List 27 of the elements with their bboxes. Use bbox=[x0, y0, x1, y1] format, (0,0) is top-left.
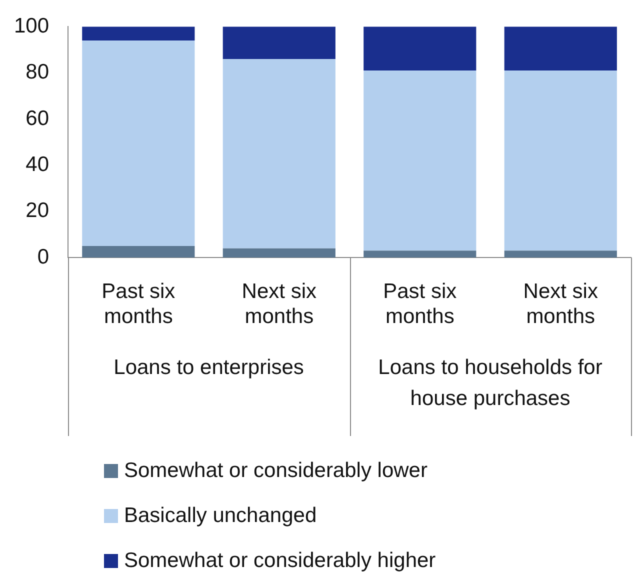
y-tick-label: 100 bbox=[14, 14, 50, 38]
legend-label: Basically unchanged bbox=[124, 504, 317, 528]
bar bbox=[504, 26, 617, 70]
x-tick-label: Next six months bbox=[242, 280, 317, 328]
legend-label: Somewhat or considerably lower bbox=[124, 458, 428, 482]
y-tick-label: 80 bbox=[26, 60, 50, 84]
bar bbox=[364, 70, 476, 251]
y-tick-label: 40 bbox=[26, 152, 50, 176]
x-tick-label: Past six months bbox=[102, 280, 176, 328]
bar bbox=[222, 58, 336, 248]
text: Loans to enterprises bbox=[114, 356, 304, 379]
y-tick-label: 0 bbox=[37, 245, 50, 268]
bar bbox=[82, 40, 195, 246]
bar bbox=[222, 26, 336, 59]
bar bbox=[504, 70, 617, 251]
bar bbox=[222, 248, 336, 258]
bar bbox=[364, 26, 476, 70]
x-tick-label: Next six months bbox=[523, 280, 598, 328]
y-tick-label: 20 bbox=[26, 199, 50, 222]
text: Loans to households for house purchases bbox=[378, 356, 602, 410]
bar bbox=[82, 26, 195, 40]
bar bbox=[504, 250, 617, 258]
legend-label: Somewhat or considerably higher bbox=[124, 548, 436, 572]
bar bbox=[82, 246, 195, 258]
x-tick-label: Past six months bbox=[383, 280, 458, 328]
bar bbox=[364, 250, 476, 258]
y-tick-label: 60 bbox=[26, 106, 50, 130]
